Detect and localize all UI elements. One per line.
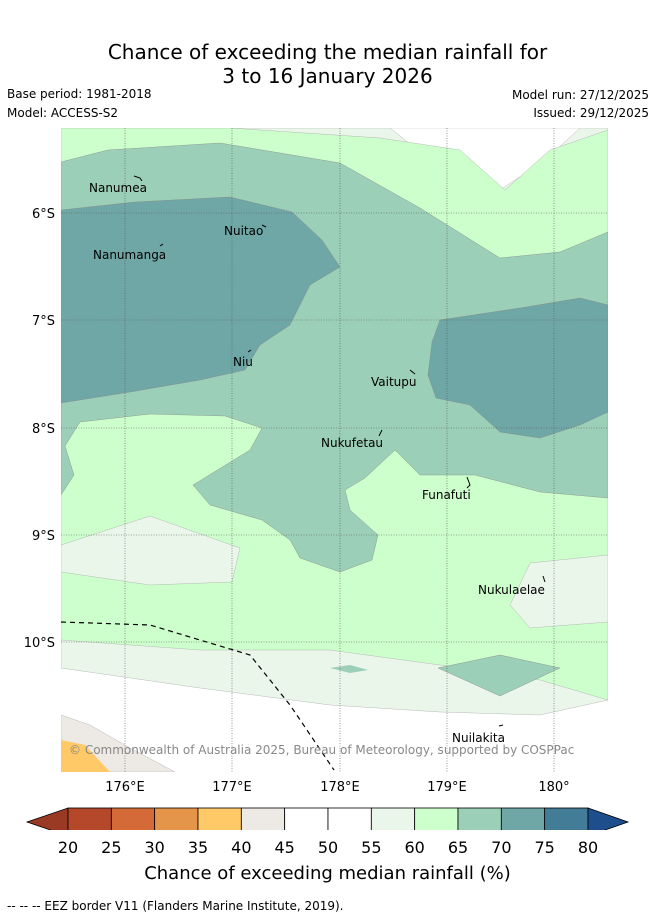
base-period: Base period: 1981-2018 — [7, 87, 152, 101]
colorbar-segment — [284, 807, 329, 830]
place-label-nanumanga: Nanumanga — [93, 248, 166, 262]
colorbar-segments — [67, 807, 589, 830]
colorbar-tick-label: 65 — [447, 838, 469, 857]
place-labels: Nanumea Nuitao Nanumanga Niu Vaitupu Nuk… — [89, 181, 545, 745]
map-title: Chance of exceeding the median rainfall … — [0, 40, 655, 88]
lat-label: 8°S — [32, 422, 55, 437]
rainfall-map: Nanumea Nuitao Nanumanga Niu Vaitupu Nuk… — [24, 128, 630, 830]
colorbar-tick-label: 40 — [231, 838, 252, 857]
contour-35-40 — [61, 740, 110, 772]
title-line-2: 3 to 16 January 2026 — [222, 64, 433, 88]
lat-label: 9°S — [32, 529, 55, 544]
colorbar-tick-label: 25 — [101, 838, 122, 857]
lon-label: 176°E — [105, 780, 145, 795]
place-label-funafuti: Funafuti — [422, 488, 471, 502]
colorbar-segment — [457, 807, 502, 830]
colorbar-segment — [370, 807, 416, 830]
colorbar-segment — [154, 807, 199, 830]
eez-border-line — [60, 621, 335, 771]
contour-70-75-east — [427, 297, 608, 439]
colorbar-tick-label: 35 — [187, 838, 209, 857]
colorbar-segment — [544, 807, 589, 830]
place-label-nukufetau: Nukufetau — [321, 436, 383, 450]
colorbar-segment — [67, 807, 112, 830]
lon-label: 178°E — [320, 780, 360, 795]
colorbar-segment — [240, 807, 286, 830]
colorbar-tick-label: 55 — [361, 838, 382, 857]
colorbar-segment — [110, 807, 156, 830]
probability-contours — [61, 128, 608, 772]
lon-label: 177°E — [212, 780, 252, 795]
title-line-1: Chance of exceeding the median rainfall … — [107, 40, 548, 64]
place-label-nuitao: Nuitao — [224, 224, 263, 238]
place-label-niu: Niu — [233, 355, 253, 369]
lat-label: 10°S — [24, 636, 55, 651]
colorbar-tick-label: 75 — [534, 838, 555, 857]
lat-label: 7°S — [32, 314, 55, 329]
longitude-labels: 176°E 177°E 178°E 179°E 180° — [105, 780, 569, 795]
colorbar-segment — [500, 807, 546, 830]
copyright-text: © Commonwealth of Australia 2025, Bureau… — [69, 743, 574, 757]
island-outlines — [133, 175, 546, 727]
colorbar-tick-label: 60 — [404, 838, 425, 857]
model-name: Model: ACCESS-S2 — [7, 106, 119, 120]
contour-65-70-patch — [437, 654, 561, 697]
contour-65-70-speck — [330, 665, 368, 673]
colorbar-tick-label: 50 — [317, 838, 339, 857]
model-run: Model run: 27/12/2025 — [511, 88, 649, 102]
lon-label: 179°E — [427, 780, 467, 795]
contour-light-patch-left — [61, 515, 241, 586]
colorbar-under-arrow — [25, 807, 69, 830]
place-label-vaitupu: Vaitupu — [371, 375, 417, 389]
colorbar-segment — [327, 807, 372, 830]
colorbar-tick-label: 80 — [577, 838, 599, 857]
lon-label: 180° — [538, 780, 569, 795]
colorbar-tick-label: 20 — [57, 838, 79, 857]
contour-light-patch-right — [509, 554, 608, 629]
colorbar-segment — [197, 807, 242, 830]
contour-70-75-west — [61, 196, 341, 404]
colorbar-label: Chance of exceeding median rainfall (%) — [144, 863, 511, 884]
place-label-nukulaelae: Nukulaelae — [478, 583, 545, 597]
colorbar-over-arrow — [587, 807, 630, 830]
colorbar-tick-label: 30 — [144, 838, 165, 857]
colorbar-tick-label: 70 — [491, 838, 512, 857]
place-label-nuilakita: Nuilakita — [452, 731, 505, 745]
colorbar-tick-label: 45 — [274, 838, 295, 857]
colorbar — [25, 807, 630, 830]
lat-label: 6°S — [32, 207, 55, 222]
latitude-labels: 6°S 7°S 8°S 9°S 10°S — [24, 207, 55, 651]
issued-date: Issued: 29/12/2025 — [533, 106, 649, 120]
eez-note: -- -- -- EEZ border V11 (Flanders Marine… — [7, 899, 344, 913]
gridlines — [61, 128, 608, 772]
place-label-nanumea: Nanumea — [89, 181, 147, 195]
colorbar-segment — [414, 807, 459, 830]
